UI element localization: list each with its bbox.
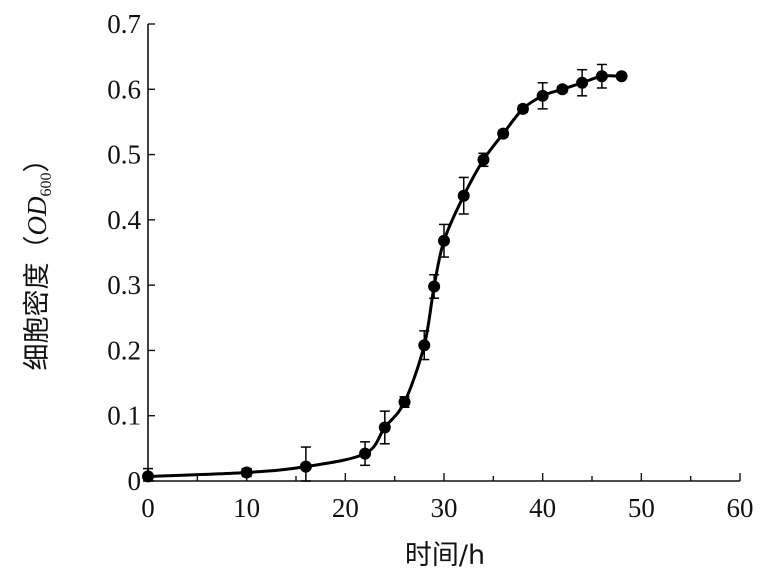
y-tick-label: 0.1 [107, 401, 141, 431]
series-layer [142, 63, 628, 483]
data-point [359, 447, 372, 460]
data-point [595, 70, 608, 83]
data-point [457, 189, 470, 202]
y-tick-label: 0 [128, 466, 142, 496]
data-point [398, 396, 411, 409]
y-axis-title-paren-open: （ [22, 236, 53, 263]
data-point [428, 280, 441, 293]
y-tick-label: 0.7 [107, 9, 141, 39]
data-point [516, 102, 529, 115]
x-tick-label: 30 [431, 493, 458, 523]
y-axis-title-od: OD [22, 196, 52, 235]
x-axis-ticks: 0 10 20 30 40 50 60 [141, 473, 754, 523]
data-point [556, 83, 569, 96]
data-point [240, 466, 253, 479]
data-point [615, 70, 628, 83]
y-tick-label: 0.6 [107, 74, 141, 104]
data-point [142, 470, 154, 483]
x-tick-label: 60 [727, 493, 754, 523]
data-point [536, 89, 549, 102]
y-tick-label: 0.3 [107, 270, 141, 300]
data-point [418, 339, 431, 352]
y-axis-title-paren-close: ） [22, 146, 53, 173]
y-axis-title: 细胞密度（OD600） [22, 146, 55, 371]
data-point [438, 234, 450, 247]
x-tick-label: 40 [529, 493, 556, 523]
y-tick-label: 0.2 [107, 335, 141, 365]
x-tick-label: 50 [628, 493, 655, 523]
y-axis-ticks: 0 0.1 0.2 0.3 0.4 0.5 0.6 0.7 [107, 9, 155, 496]
data-point [378, 421, 391, 434]
data-point [299, 460, 312, 473]
data-point [477, 153, 490, 166]
y-tick-label: 0.5 [107, 140, 141, 170]
x-axis-title: 时间/h [405, 540, 485, 571]
x-tick-label: 10 [233, 493, 260, 523]
data-point [497, 127, 510, 140]
data-point [576, 76, 589, 89]
x-tick-label: 20 [332, 493, 359, 523]
x-tick-label: 0 [141, 493, 155, 523]
y-axis-title-subscript: 600 [38, 173, 55, 197]
y-tick-label: 0.4 [107, 205, 141, 235]
y-axis-title-main: 细胞密度 [22, 263, 53, 371]
